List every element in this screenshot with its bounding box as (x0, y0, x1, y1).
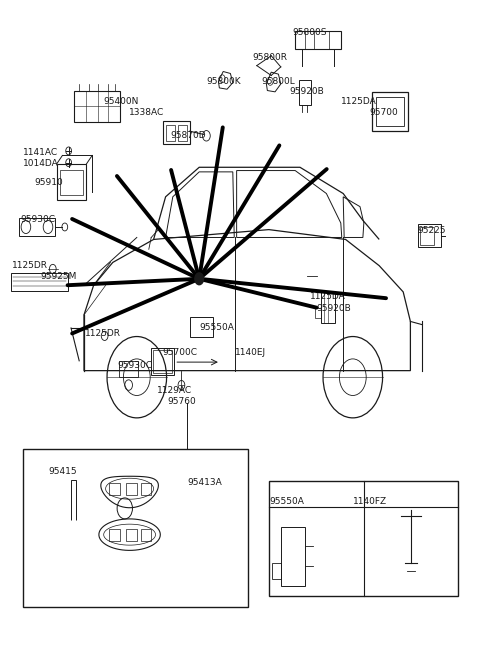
Bar (321, 291, 335, 323)
Text: 95700: 95700 (370, 108, 398, 117)
Bar (119, 361, 138, 377)
Bar (60, 170, 83, 195)
Text: 95930C: 95930C (20, 215, 55, 224)
Bar (166, 125, 175, 141)
Bar (109, 483, 120, 495)
Circle shape (195, 273, 204, 285)
Text: 95700C: 95700C (162, 348, 197, 357)
Text: 95930C: 95930C (118, 361, 153, 370)
Text: 95225: 95225 (418, 226, 446, 236)
Text: 95925M: 95925M (41, 272, 77, 281)
Text: 95920B: 95920B (289, 87, 324, 96)
Bar (269, 481, 458, 596)
Bar (315, 308, 321, 318)
Text: 95800K: 95800K (206, 77, 241, 86)
Text: 95920B: 95920B (317, 304, 351, 313)
Bar (126, 483, 137, 495)
Bar (272, 563, 281, 579)
Bar (23, 449, 248, 607)
Bar (376, 97, 404, 126)
Text: 95870D: 95870D (170, 131, 206, 140)
Bar (299, 80, 311, 105)
Text: 95550A: 95550A (270, 497, 304, 506)
Bar (126, 529, 137, 541)
Bar (11, 273, 68, 291)
Bar (163, 121, 190, 144)
Bar (295, 31, 341, 49)
Text: 95550A: 95550A (199, 323, 234, 333)
Text: 95800L: 95800L (262, 77, 295, 86)
Text: 95800S: 95800S (293, 28, 327, 37)
Text: 95415: 95415 (48, 466, 77, 476)
Bar (141, 483, 151, 495)
Text: 1125DR: 1125DR (12, 261, 48, 270)
Text: 1140EJ: 1140EJ (235, 348, 266, 357)
Bar (141, 529, 151, 541)
Bar (74, 91, 120, 122)
Bar (178, 125, 187, 141)
Bar (151, 348, 174, 375)
Text: 1141AC: 1141AC (23, 148, 58, 157)
Text: 1125DA: 1125DA (341, 97, 376, 106)
Bar (418, 224, 441, 247)
Bar (372, 92, 408, 131)
Text: 95400N: 95400N (103, 97, 139, 106)
Bar (57, 164, 86, 200)
Bar (281, 527, 305, 586)
Bar (190, 317, 213, 337)
Text: 1125DR: 1125DR (85, 329, 121, 338)
Text: 1140FZ: 1140FZ (352, 497, 387, 506)
Text: 95413A: 95413A (187, 478, 222, 487)
Text: 1125DA: 1125DA (310, 292, 345, 301)
Text: 95760: 95760 (167, 397, 196, 406)
Bar (19, 218, 55, 236)
Text: 95800R: 95800R (252, 52, 287, 62)
Text: 1338AC: 1338AC (129, 108, 164, 117)
Text: 1014DA: 1014DA (23, 159, 59, 169)
Bar (420, 227, 434, 245)
Text: 95910: 95910 (35, 178, 63, 187)
Text: 1129AC: 1129AC (157, 386, 192, 395)
Bar (109, 529, 120, 541)
Bar (153, 350, 172, 373)
